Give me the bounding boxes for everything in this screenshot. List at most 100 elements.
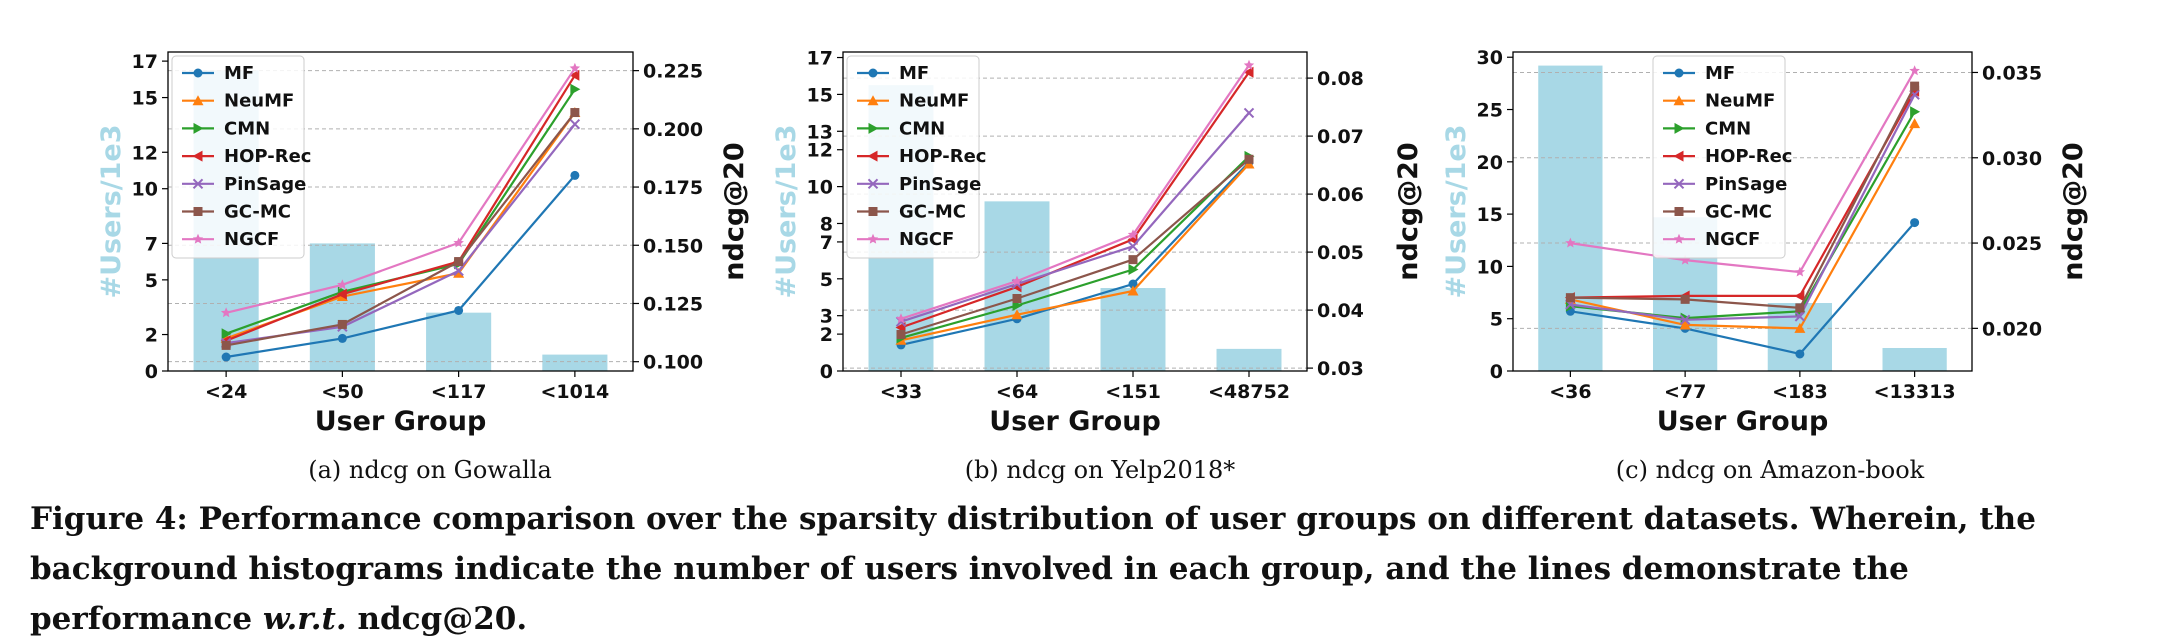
legend-label-CMN: CMN <box>899 118 945 139</box>
right-tick-label: 0.04 <box>1317 300 1364 322</box>
point-PinSage <box>1679 314 1691 326</box>
point-GC-MC <box>454 257 464 267</box>
series-line-CMN <box>900 155 1250 339</box>
legend-label-GC-MC: GC-MC <box>1705 202 1772 223</box>
legend-label-GC-MC: GC-MC <box>899 202 966 223</box>
point-NeuMF <box>1679 319 1691 330</box>
bar-<36 <box>1538 65 1603 372</box>
left-tick-label: 2 <box>145 325 158 347</box>
series-line-PinSage <box>900 112 1250 323</box>
series-line-NGCF <box>1570 70 1916 274</box>
right-tick-label: 0.150 <box>643 235 703 257</box>
left-tick-label: 7 <box>145 233 158 255</box>
legend: MF NeuMF CMN HOP-Rec PinSage GC-MC NGCF <box>846 55 986 259</box>
legend-marker-CMN <box>868 122 879 134</box>
right-tick-label: 0.175 <box>643 177 703 199</box>
point-MF <box>570 170 580 180</box>
right-axis-label: ndcg@20 <box>2058 142 2089 280</box>
plot-frame <box>842 51 1308 372</box>
right-tick-label: 0.08 <box>1317 68 1364 90</box>
bar-<50 <box>309 243 375 371</box>
point-NeuMF <box>1011 309 1023 320</box>
x-tick-label: <77 <box>1664 381 1706 403</box>
right-tick-label: 0.020 <box>1982 318 2042 340</box>
point-PinSage <box>1243 107 1255 119</box>
left-tick-label: 12 <box>132 142 158 164</box>
legend-marker-GC-MC <box>193 207 203 216</box>
x-axis-label: User Group <box>1657 406 1829 437</box>
left-tick-label: 15 <box>807 84 833 106</box>
legend-box <box>846 55 980 259</box>
legend-marker-HOP-Rec <box>1673 150 1684 162</box>
legend-label-PinSage: PinSage <box>899 174 981 195</box>
figure-caption: Figure 4: Performance comparison over th… <box>30 494 2140 644</box>
legend-label-NGCF: NGCF <box>224 229 279 250</box>
right-tick-label: 0.05 <box>1317 242 1364 264</box>
point-GC-MC <box>1012 294 1022 303</box>
point-NGCF <box>337 279 348 290</box>
legend-label-HOP-Rec: HOP-Rec <box>899 146 986 167</box>
legend-marker-PinSage <box>192 178 204 190</box>
right-tick-label: 0.200 <box>643 119 703 141</box>
left-axis-label: #Users/1e3 <box>96 124 127 298</box>
legend-marker-CMN <box>193 122 204 134</box>
point-NGCF <box>1794 266 1806 277</box>
legend-label-MF: MF <box>899 63 929 84</box>
series-line-PinSage <box>1570 94 1916 321</box>
bar-<151 <box>1100 288 1166 371</box>
left-tick-label: 0 <box>1490 361 1503 383</box>
left-tick-label: 30 <box>1477 47 1503 69</box>
point-GC-MC <box>1128 255 1138 265</box>
right-tick-label: 0.025 <box>1982 233 2042 255</box>
point-MF <box>454 305 464 315</box>
point-MF <box>337 333 347 343</box>
point-GC-MC <box>1910 81 1920 91</box>
x-tick-label: <64 <box>996 381 1038 403</box>
legend-marker-NGCF <box>1673 233 1685 244</box>
series-line-HOP-Rec <box>1570 90 1916 299</box>
series-line-MF <box>900 161 1250 346</box>
right-tick-label: 0.030 <box>1982 148 2042 170</box>
point-NGCF <box>1565 237 1576 248</box>
point-NGCF <box>453 237 464 248</box>
series-MF <box>221 170 580 362</box>
legend-marker-HOP-Rec <box>192 150 203 162</box>
left-tick-label: 0 <box>820 361 833 383</box>
point-HOP-Rec <box>1794 290 1805 302</box>
legend-marker-MF <box>1674 68 1684 78</box>
left-tick-label: 10 <box>807 177 833 199</box>
legend-label-NeuMF: NeuMF <box>1705 91 1775 112</box>
legend-label-PinSage: PinSage <box>1705 174 1787 195</box>
legend-label-MF: MF <box>224 63 254 84</box>
point-GC-MC <box>337 319 347 329</box>
legend-label-NeuMF: NeuMF <box>224 91 294 112</box>
x-tick-label: <117 <box>431 381 487 403</box>
chart-3: 0 5 10 15 20 25 30 0.020 0.025 0.030 0.035 <36 <77 <1… <box>1441 47 2089 437</box>
figure: 0257101215170.1000.1250.1500.1750.2000.2… <box>96 47 2089 437</box>
series-GC-MC <box>896 154 1254 339</box>
x-tick-label: <13313 <box>1874 381 1956 403</box>
legend-marker-NeuMF <box>192 95 204 106</box>
point-MF <box>1128 279 1138 289</box>
series-line-MF <box>1570 221 1916 356</box>
legend-marker-CMN <box>1674 122 1685 134</box>
x-tick-label: <36 <box>1549 381 1591 403</box>
point-NGCF <box>220 307 232 318</box>
point-NGCF <box>1243 59 1255 70</box>
series-line-GC-MC <box>225 111 576 347</box>
series-MF <box>1565 218 1920 359</box>
series-NGCF <box>895 59 1255 324</box>
point-GC-MC <box>221 340 231 350</box>
legend-marker-MF <box>193 68 203 78</box>
point-GC-MC <box>896 329 906 339</box>
legend-marker-GC-MC <box>868 207 878 216</box>
legend-marker-HOP-Rec <box>867 150 878 162</box>
point-GC-MC <box>1565 293 1575 303</box>
left-tick-label: 25 <box>1477 100 1503 122</box>
legend-marker-GC-MC <box>1674 207 1684 216</box>
left-tick-label: 5 <box>1490 309 1503 331</box>
point-CMN <box>221 328 232 340</box>
right-tick-label: 0.100 <box>643 352 703 374</box>
point-HOP-Rec <box>336 288 347 300</box>
